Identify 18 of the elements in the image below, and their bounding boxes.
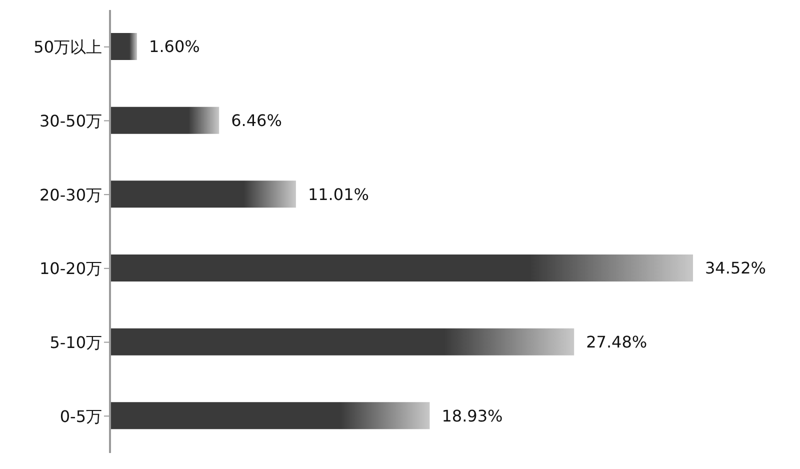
y-tick-label: 10-20万 [40,259,102,278]
bar [110,106,220,134]
y-tick-label: 5-10万 [50,332,102,352]
data-label: 27.48% [586,332,648,352]
data-label: 11.01% [308,184,369,204]
y-tick-label: 20-30万 [40,185,102,204]
bar [110,402,430,430]
bar [110,180,296,208]
bar [110,33,138,60]
data-label: 18.93% [442,406,503,426]
y-tick-label: 30-50万 [40,111,102,130]
y-tick-label: 0-5万 [60,406,102,426]
data-label: 6.46% [231,111,282,130]
y-tick-label: 50万以上 [34,38,102,57]
data-label: 1.60% [149,37,200,56]
bar [110,254,693,282]
data-label: 34.52% [705,258,766,278]
bar [110,328,574,356]
